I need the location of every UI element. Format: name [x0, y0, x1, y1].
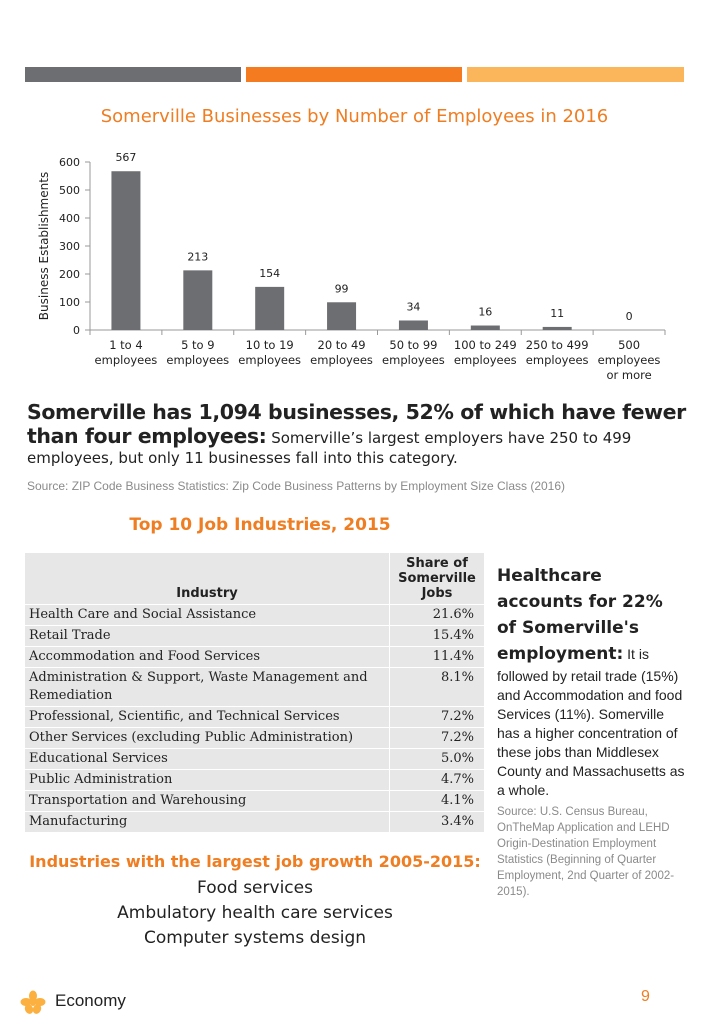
job-growth-item: Food services: [197, 878, 313, 898]
x-tick-label: employees: [598, 353, 661, 367]
callout-body: It is followed by retail trade (15%) and…: [497, 646, 685, 798]
x-tick-label: employees: [238, 353, 301, 367]
y-tick-label: 300: [59, 240, 80, 253]
x-tick-label: employees: [454, 353, 517, 367]
chart-bar: [183, 270, 213, 330]
industry-cell: Transportation and Warehousing: [25, 790, 390, 812]
industry-cell: Public Administration: [25, 769, 390, 791]
industry-cell: Educational Services: [25, 748, 390, 770]
chart-bar: [327, 302, 357, 330]
chart-bar: [542, 326, 572, 330]
job-industries-table: Industry Share of Somerville Jobs Health…: [25, 553, 484, 832]
industry-cell: Administration & Support, Waste Manageme…: [25, 667, 390, 707]
chart-bar: [111, 171, 141, 330]
callout-source: Source: U.S. Census Bureau, OnTheMap App…: [497, 806, 675, 898]
x-tick-label: or more: [606, 368, 651, 382]
job-growth-item: Computer systems design: [143, 928, 367, 948]
table-row: Retail Trade 15.4%: [25, 625, 484, 647]
industry-cell: Accommodation and Food Services: [25, 646, 390, 668]
x-tick-label: 20 to 49: [318, 338, 366, 352]
x-tick-label: 10 to 19: [246, 338, 294, 352]
page-number: 9: [641, 988, 650, 1005]
bar-data-label: 567: [115, 151, 136, 164]
x-tick-label: 250 to 499: [526, 338, 589, 352]
x-tick-label: 500: [618, 338, 640, 352]
healthcare-callout: Healthcare accounts for 22% of Somervill…: [497, 563, 687, 900]
callout-heading: Healthcare accounts for 22% of Somervill…: [497, 566, 663, 664]
x-tick-label: 100 to 249: [454, 338, 517, 352]
share-cell: 21.6%: [389, 604, 484, 626]
x-tick-label: employees: [526, 353, 589, 367]
header-bar-gray: [25, 67, 241, 82]
business-bar-chart: Business Establishments 0 100 200 300 400 500 6…: [37, 151, 666, 382]
footer-section-label: Economy: [55, 991, 126, 1010]
bar-data-label: 99: [335, 282, 349, 295]
industry-cell: Manufacturing: [25, 811, 390, 832]
table-title: Top 10 Job Industries, 2015: [129, 515, 391, 535]
bar-data-label: 16: [478, 306, 492, 319]
x-tick-label: employees: [310, 353, 373, 367]
table-row: Accommodation and Food Services 11.4%: [25, 646, 484, 668]
y-tick-label: 500: [59, 184, 80, 197]
share-cell: 3.4%: [389, 811, 484, 832]
bar-data-label: 34: [406, 300, 420, 313]
table-row: Public Administration 4.7%: [25, 769, 484, 791]
column-header-share: Share of Somerville Jobs: [389, 553, 484, 605]
share-cell: 4.7%: [389, 769, 484, 791]
table-row: Administration & Support, Waste Manageme…: [25, 667, 484, 707]
y-tick-label: 200: [59, 268, 80, 281]
bar-data-label: 0: [626, 310, 633, 323]
job-growth-item: Ambulatory health care services: [117, 903, 393, 923]
share-cell: 15.4%: [389, 625, 484, 647]
header-bar-orange: [246, 67, 462, 82]
chart-title: Somerville Businesses by Number of Emplo…: [100, 106, 609, 127]
x-tick-label: employees: [95, 353, 158, 367]
x-tick-label: 1 to 4: [109, 338, 143, 352]
job-growth-title: Industries with the largest job growth 2…: [29, 852, 481, 871]
y-tick-label: 100: [59, 296, 80, 309]
industry-cell: Retail Trade: [25, 625, 390, 647]
chart-bar: [255, 286, 285, 330]
y-axis-label: Business Establishments: [37, 172, 51, 320]
y-tick-label: 400: [59, 212, 80, 225]
share-cell: 5.0%: [389, 748, 484, 770]
share-cell: 7.2%: [389, 727, 484, 749]
table-row: Professional, Scientific, and Technical …: [25, 706, 484, 728]
x-tick-label: employees: [382, 353, 445, 367]
headline: Somerville has 1,094 businesses, 52% of …: [27, 400, 687, 467]
headline-rest: Somerville’s largest employers have 250 …: [27, 429, 632, 467]
bar-data-label: 154: [259, 267, 280, 280]
y-tick-label: 600: [59, 156, 80, 169]
share-cell: 7.2%: [389, 706, 484, 728]
table-row: Other Services (excluding Public Adminis…: [25, 727, 484, 749]
bar-data-label: 11: [550, 307, 564, 320]
share-cell: 4.1%: [389, 790, 484, 812]
table-row: Manufacturing 3.4%: [25, 811, 484, 832]
industry-cell: Professional, Scientific, and Technical …: [25, 706, 390, 728]
flower-icon: [20, 990, 46, 1021]
table-row: Educational Services 5.0%: [25, 748, 484, 770]
x-tick-label: 5 to 9: [181, 338, 215, 352]
industry-cell: Other Services (excluding Public Adminis…: [25, 727, 390, 749]
table-row: Health Care and Social Assistance 21.6%: [25, 604, 484, 626]
bar-data-label: 213: [187, 250, 208, 263]
industry-cell: Health Care and Social Assistance: [25, 604, 390, 626]
chart-bar: [470, 325, 500, 330]
header-bar-light-orange: [467, 67, 684, 82]
headline-bold: Somerville has 1,094 businesses, 52% of …: [27, 400, 686, 448]
column-header-industry: Industry: [25, 553, 390, 605]
share-cell: 8.1%: [389, 667, 484, 707]
y-tick-label: 0: [73, 324, 80, 337]
x-tick-label: employees: [166, 353, 229, 367]
table-row: Transportation and Warehousing 4.1%: [25, 790, 484, 812]
job-growth-section: Industries with the largest job growth 2…: [25, 852, 485, 951]
chart-bar: [398, 320, 428, 330]
share-cell: 11.4%: [389, 646, 484, 668]
source-note: Source: ZIP Code Business Statistics: Zi…: [27, 479, 566, 493]
x-tick-label: 50 to 99: [389, 338, 437, 352]
